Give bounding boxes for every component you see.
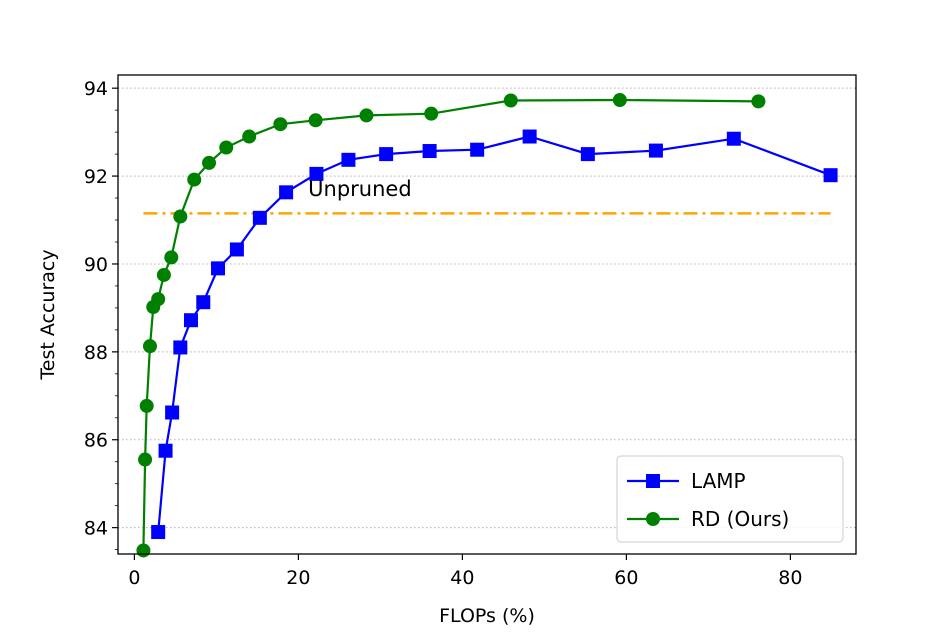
legend: LAMP RD (Ours): [616, 455, 844, 543]
lamp-point: [823, 168, 838, 183]
lamp-point: [648, 143, 663, 158]
rd-point: [242, 129, 257, 144]
x-tick-label-2: 40: [450, 567, 474, 589]
rd-point: [751, 94, 766, 109]
legend-label-0: LAMP: [691, 469, 746, 493]
lamp-point: [522, 129, 537, 144]
y-tick-label-1: 86: [84, 430, 108, 452]
series-group: [136, 93, 838, 558]
lamp-point: [173, 340, 188, 355]
axis-ticks: 84 86 88 90 92 94 0 20 40 60 80: [84, 78, 803, 589]
rd-point: [308, 113, 323, 128]
legend-marker-square: [646, 474, 660, 488]
rd-point: [142, 339, 157, 354]
lamp-point: [165, 405, 180, 420]
lamp-point: [580, 147, 595, 162]
rd-point: [136, 543, 151, 558]
rd-point: [359, 108, 374, 123]
grid-lines: [118, 87, 856, 529]
legend-marker-circle: [646, 512, 660, 526]
plot-frame: [117, 74, 857, 555]
lamp-point: [726, 131, 741, 146]
y-tick-label-0: 84: [84, 518, 108, 540]
x-tick-label-0: 0: [128, 567, 140, 589]
rd-point: [151, 292, 166, 307]
rd-point: [503, 93, 518, 108]
lamp-point: [196, 295, 211, 310]
rd-point: [612, 93, 627, 108]
rd-point: [138, 452, 153, 467]
lamp-point: [309, 166, 324, 181]
x-tick-label-1: 20: [286, 567, 310, 589]
rd-point: [219, 140, 234, 155]
x-tick-label-4: 80: [778, 567, 802, 589]
y-tick-label-3: 90: [84, 254, 108, 276]
y-tick-label-4: 92: [84, 166, 108, 188]
lamp-point: [252, 210, 267, 225]
rd-point: [156, 267, 171, 282]
lamp-point: [158, 443, 173, 458]
lamp-point: [379, 147, 394, 162]
rd-point: [139, 398, 154, 413]
rd-point: [187, 172, 202, 187]
lamp-point: [470, 142, 485, 157]
lamp-point: [279, 185, 294, 200]
lamp-point: [211, 261, 226, 276]
unpruned-annotation: Unpruned: [308, 177, 412, 201]
rd-point: [202, 155, 217, 170]
x-tick-label-3: 60: [614, 567, 638, 589]
lamp-point: [151, 525, 166, 540]
lamp-point: [341, 152, 356, 167]
lamp-point: [422, 144, 437, 159]
legend-label-1: RD (Ours): [691, 507, 789, 531]
rd-point: [424, 106, 439, 121]
rd-point: [273, 117, 288, 132]
rd-point: [164, 250, 179, 265]
y-tick-label-5: 94: [84, 78, 108, 100]
rd-point: [173, 209, 188, 224]
lamp-point: [183, 313, 198, 328]
legend-box: [616, 455, 844, 543]
y-axis-label: Test Accuracy: [37, 249, 59, 380]
x-axis-label: FLOPs (%): [439, 605, 535, 627]
lamp-point: [229, 242, 244, 257]
y-tick-label-2: 88: [84, 342, 108, 364]
